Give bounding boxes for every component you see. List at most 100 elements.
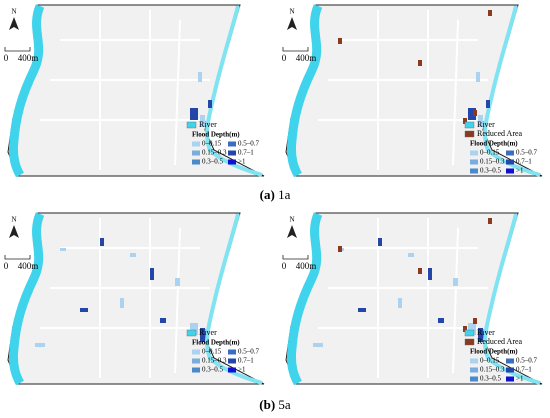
flood-patch — [313, 343, 323, 347]
reduced-patch — [463, 118, 467, 124]
flood-patch — [468, 323, 476, 335]
flood-patch — [478, 115, 483, 127]
legend-swatch — [464, 329, 475, 337]
legend-swatch — [192, 150, 200, 156]
legend-label: >1 — [238, 366, 246, 374]
flood-patch — [453, 278, 458, 286]
flood-patch — [160, 318, 166, 323]
legend-label: 0.7–1 — [516, 366, 532, 374]
legend-swatch — [464, 121, 475, 129]
legend-swatch — [506, 376, 514, 382]
legend-swatch — [470, 376, 478, 382]
legend-label: 0.5–0.7 — [238, 348, 260, 356]
legend-swatch — [506, 168, 514, 174]
legend-label: >1 — [238, 158, 246, 166]
legend-swatch — [228, 358, 236, 364]
legend-label: >1 — [516, 375, 524, 383]
north-label: N — [289, 216, 294, 224]
flood-patch — [60, 248, 66, 251]
legend-label: 0–0.15 — [480, 357, 500, 365]
reduced-patch — [463, 326, 467, 332]
scale-label: 0 — [4, 53, 9, 63]
map-area — [285, 212, 543, 385]
street — [452, 19, 459, 166]
legend-label: Reduced Area — [477, 337, 523, 346]
scale-label: 0 — [282, 53, 287, 63]
legend-swatch — [228, 159, 236, 165]
reduced-patch — [473, 110, 477, 116]
scale-bar — [4, 255, 31, 260]
legend-title: Flood Depth(m) — [470, 140, 518, 148]
flood-patch — [190, 323, 198, 335]
legend-swatch — [470, 159, 478, 165]
north-label: N — [11, 8, 16, 16]
legend-swatch — [192, 159, 200, 165]
legend-label: River — [477, 120, 495, 129]
legend-label: 0.3–0.5 — [480, 375, 502, 383]
legend-swatch — [192, 358, 200, 364]
flood-patch — [200, 328, 205, 342]
north-arrow — [287, 225, 297, 238]
legend-swatch — [186, 329, 197, 337]
reduced-patch — [488, 10, 492, 16]
north-label: N — [11, 216, 16, 224]
legend-swatch — [506, 159, 514, 165]
legend-title: Flood Depth(m) — [192, 131, 240, 139]
legend-swatch — [470, 168, 478, 174]
river — [9, 212, 45, 386]
legend-label: 0.15–0.3 — [202, 357, 227, 365]
legend-label: 0.15–0.3 — [202, 149, 227, 157]
legend-swatch — [470, 358, 478, 364]
reduced-patch — [418, 60, 422, 66]
flood-patch — [358, 308, 366, 312]
scale-bar — [4, 47, 31, 52]
flood-patch — [398, 298, 402, 308]
scale-label: 400m — [296, 261, 317, 271]
legend-swatch — [506, 358, 514, 364]
legend-label: 0–0.15 — [480, 149, 500, 157]
legend-label: 0.5–0.7 — [516, 149, 538, 157]
legend-swatch — [506, 150, 514, 156]
street — [452, 227, 459, 374]
scale-label: 400m — [18, 53, 39, 63]
reduced-patch — [418, 268, 422, 274]
legend-label: River — [477, 328, 495, 337]
legend-swatch — [192, 349, 200, 355]
flood-patch — [478, 328, 483, 342]
legend-label: 0.7–1 — [516, 158, 532, 166]
scale-label: 400m — [18, 261, 39, 271]
flood-patch — [120, 298, 124, 308]
legend-label: 0.5–0.7 — [238, 140, 260, 148]
legend-label: River — [199, 328, 217, 337]
street — [174, 227, 181, 374]
reduced-patch — [488, 218, 492, 224]
flood-patch — [150, 268, 154, 280]
legend-title: Flood Depth(m) — [470, 348, 518, 356]
reduced-patch — [338, 38, 342, 44]
scale-label: 0 — [4, 261, 9, 271]
legend-label: River — [199, 120, 217, 129]
caption-label: (a) — [260, 187, 275, 202]
caption-text: 1a — [278, 187, 291, 202]
flood-patch — [198, 72, 202, 82]
flood-patch — [190, 108, 198, 120]
legend-swatch — [506, 367, 514, 373]
legend-label: Reduced Area — [477, 129, 523, 138]
river — [9, 4, 45, 178]
north-arrow — [9, 17, 19, 30]
flood-patch — [476, 72, 480, 82]
flood-patch — [486, 100, 490, 108]
legend-title: Flood Depth(m) — [192, 339, 240, 347]
flood-patch — [438, 318, 444, 323]
legend-swatch — [470, 150, 478, 156]
legend-label: 0.3–0.5 — [202, 366, 224, 374]
legend-label: 0.3–0.5 — [202, 158, 224, 166]
flood-patch — [428, 268, 432, 280]
legend-swatch — [464, 130, 475, 138]
legend-swatch — [470, 367, 478, 373]
legend-swatch — [192, 141, 200, 147]
